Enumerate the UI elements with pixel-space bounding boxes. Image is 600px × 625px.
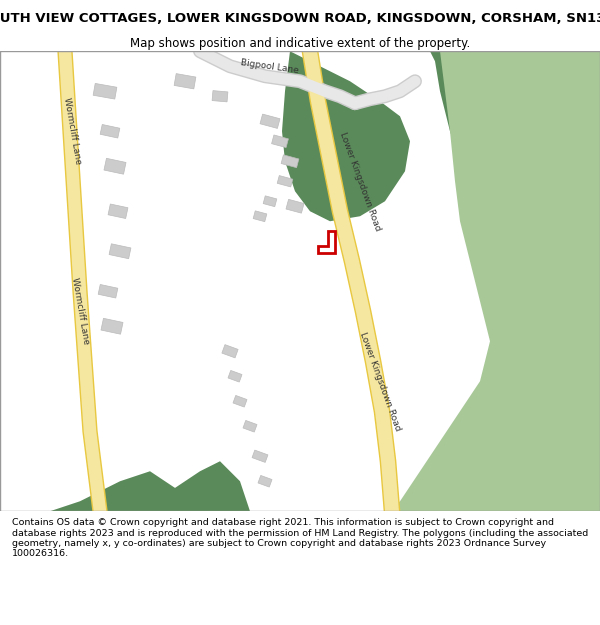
Bar <box>243 421 257 432</box>
Bar <box>252 450 268 462</box>
Polygon shape <box>0 471 200 511</box>
Polygon shape <box>390 51 600 511</box>
Text: 1, SOUTH VIEW COTTAGES, LOWER KINGSDOWN ROAD, KINGSDOWN, CORSHAM, SN13 8BA: 1, SOUTH VIEW COTTAGES, LOWER KINGSDOWN … <box>0 12 600 26</box>
Bar <box>263 196 277 207</box>
Bar <box>104 158 126 174</box>
Bar <box>277 176 293 187</box>
Bar <box>98 284 118 298</box>
Text: Lower Kingsdown Road: Lower Kingsdown Road <box>358 331 402 432</box>
Bar <box>258 476 272 487</box>
Text: Lower Kingsdown Road: Lower Kingsdown Road <box>338 131 382 232</box>
Polygon shape <box>100 461 250 511</box>
Bar <box>233 396 247 407</box>
Text: Wormcliff Lane: Wormcliff Lane <box>70 277 91 346</box>
Bar <box>93 83 117 99</box>
Bar <box>174 74 196 89</box>
Bar <box>272 135 289 148</box>
Bar <box>100 124 120 138</box>
Bar <box>109 244 131 259</box>
Bar <box>101 318 123 334</box>
Polygon shape <box>440 51 600 511</box>
Bar <box>228 371 242 382</box>
Bar <box>260 114 280 128</box>
Text: Wormcliff Lane: Wormcliff Lane <box>62 97 82 166</box>
Bar <box>286 199 304 213</box>
Text: Bigpool Lane: Bigpool Lane <box>241 58 299 75</box>
Bar <box>212 91 228 102</box>
Bar <box>253 211 267 222</box>
Polygon shape <box>430 51 600 311</box>
Polygon shape <box>282 51 410 221</box>
Text: Map shows position and indicative extent of the property.: Map shows position and indicative extent… <box>130 38 470 51</box>
Bar <box>108 204 128 219</box>
Bar <box>222 344 238 358</box>
Text: Contains OS data © Crown copyright and database right 2021. This information is : Contains OS data © Crown copyright and d… <box>12 518 588 558</box>
Bar <box>281 155 299 168</box>
